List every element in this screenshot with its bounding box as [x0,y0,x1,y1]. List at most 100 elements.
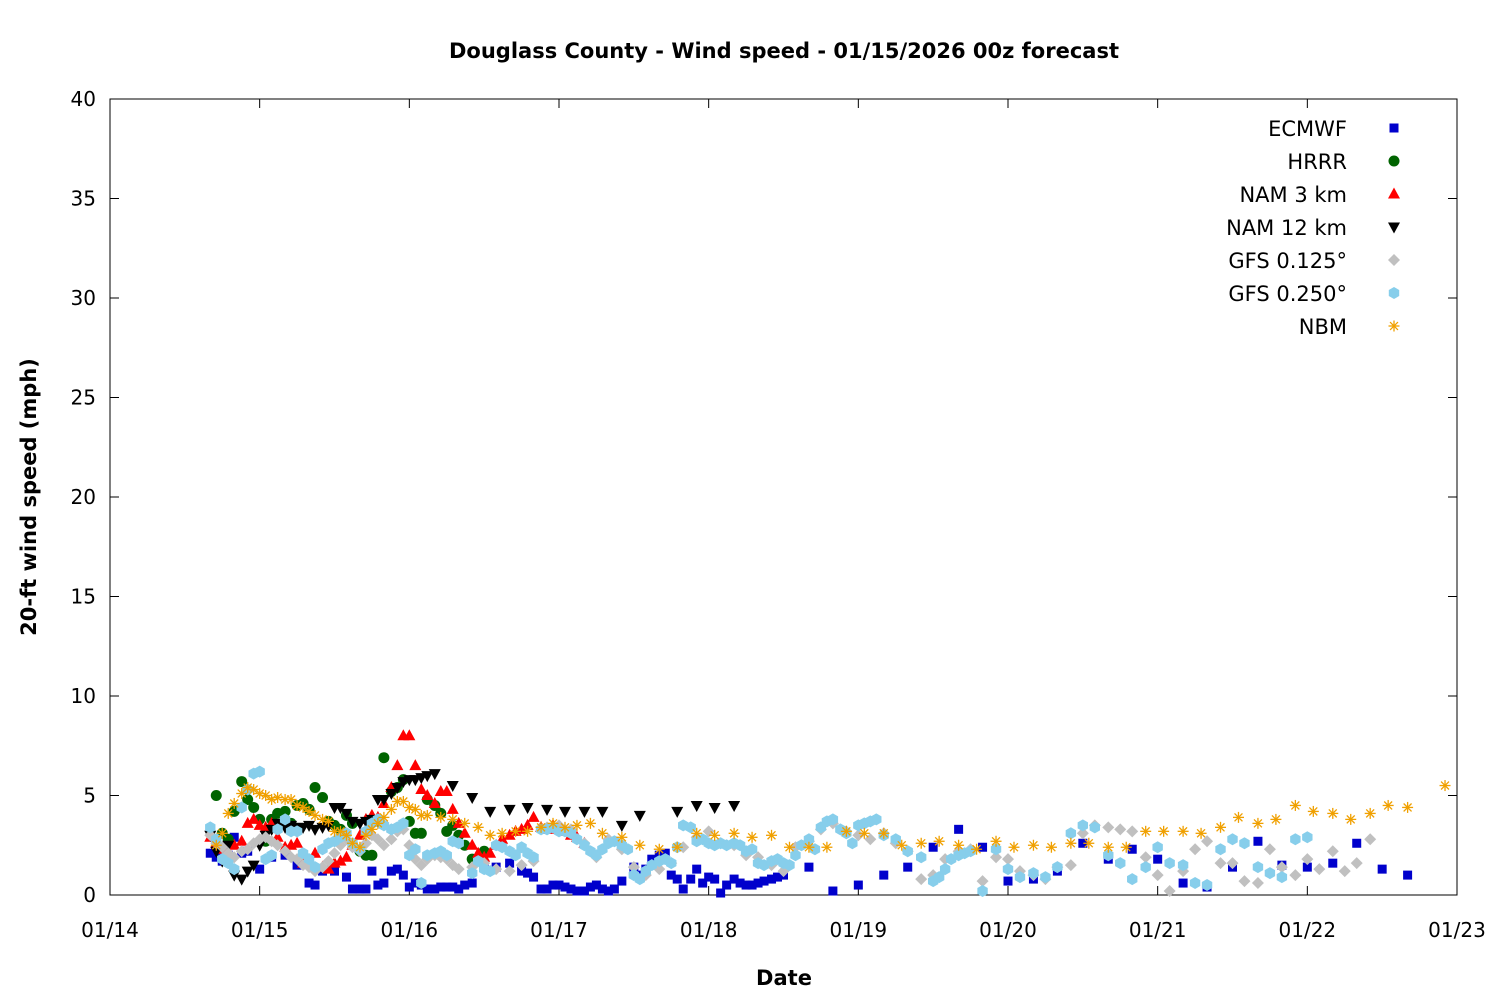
data-point [1114,823,1127,836]
data-point [976,875,989,888]
data-point [379,878,389,888]
data-point [334,854,347,866]
data-point [236,801,247,814]
data-point [330,866,339,876]
data-point [1313,863,1326,876]
data-point [547,817,559,829]
data-point [527,810,540,822]
data-point [735,878,745,888]
legend-marker [1388,222,1400,234]
data-point [410,878,420,888]
data-point [391,783,404,795]
series-4 [204,769,741,886]
legend-label: NAM 3 km [1239,183,1347,207]
legend-label: ECMWF [1268,117,1347,141]
data-point [521,802,534,814]
data-point [536,884,546,894]
data-point [310,880,320,890]
data-point [442,882,452,892]
data-point [398,817,409,830]
data-point [460,880,470,890]
data-point [523,868,533,878]
data-point [1151,869,1164,882]
data-point [241,866,254,878]
data-point [548,880,558,890]
x-tick-label: 01/22 [1279,918,1337,942]
data-point [260,790,272,801]
data-point [1083,837,1095,849]
data-point [622,843,634,856]
data-point [1439,780,1451,792]
data-point [446,781,459,793]
data-point [354,841,366,853]
legend-marker [1388,287,1400,299]
data-point [484,865,496,878]
data-point [272,791,284,803]
data-point [691,827,703,839]
data-point [466,838,479,850]
data-point [430,884,440,894]
data-point [698,878,708,888]
data-point [1403,870,1413,880]
data-point [309,809,321,821]
y-tick-label: 0 [83,883,96,907]
data-point [953,839,965,851]
data-point [1028,867,1039,880]
data-point [554,880,564,890]
data-point [377,794,390,806]
data-point [1126,825,1139,838]
data-point [571,819,583,831]
data-point [878,827,890,839]
data-point [484,846,497,858]
data-point [746,843,758,856]
legend-marker [1388,320,1400,332]
data-point [591,880,601,890]
data-point [386,866,396,876]
legend-marker [1388,187,1400,199]
data-point [1252,817,1264,829]
data-point [248,801,260,813]
data-point [827,813,839,826]
legend-entry: HRRR [1287,150,1400,174]
data-point [1364,833,1377,846]
data-point [341,872,351,882]
data-point [933,871,945,884]
data-point [1077,819,1089,832]
data-point [1301,853,1314,866]
data-point [522,825,534,837]
data-point [205,821,216,834]
data-point [1201,835,1214,848]
data-point [990,843,1002,856]
data-point [615,820,628,832]
data-point [803,833,815,846]
data-point [340,850,353,862]
data-point [690,800,703,812]
data-point [627,861,640,874]
data-point [309,824,322,836]
data-point [247,812,260,824]
data-point [503,828,516,840]
legend-label: GFS 0.250° [1228,282,1347,306]
data-point [1008,841,1020,853]
data-point [672,874,682,884]
data-point [671,841,683,853]
series-layer [204,729,1451,898]
data-point [1178,878,1188,888]
data-point [210,790,222,801]
data-point [1140,825,1152,837]
data-point [216,827,228,839]
data-point [435,811,447,823]
data-point [1232,811,1244,823]
data-point [1352,838,1362,848]
data-point [1402,801,1414,813]
data-point [728,800,741,812]
data-point [266,849,277,862]
data-point [879,870,889,880]
data-point [446,802,459,814]
data-point [634,873,646,886]
data-point [458,826,471,838]
data-point [1120,841,1132,853]
data-point [1226,857,1239,870]
data-point [466,792,479,804]
legend-entry: GFS 0.125° [1228,249,1400,273]
